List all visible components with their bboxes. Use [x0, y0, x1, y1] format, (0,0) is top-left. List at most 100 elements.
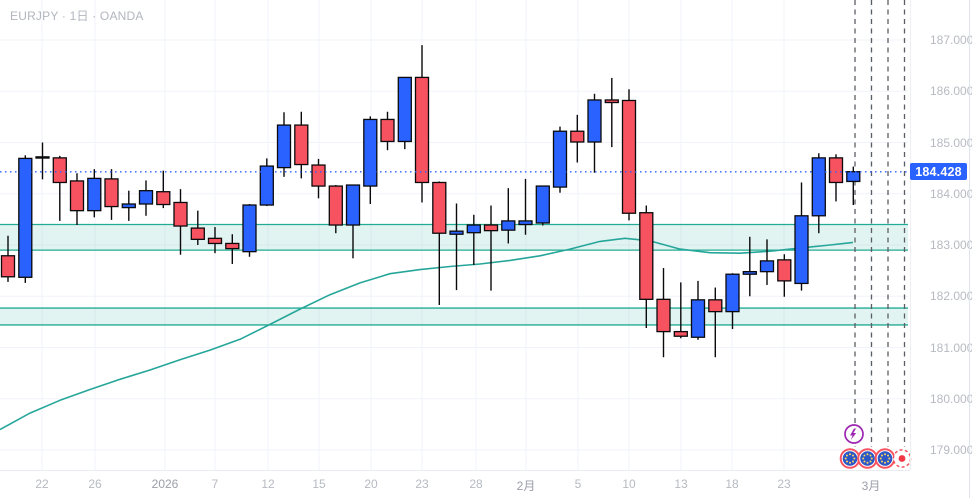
japan-flag-dot [898, 455, 906, 462]
candle-body-down[interactable] [225, 242, 240, 250]
lightning-bolt-glyph [850, 428, 857, 440]
symbol-title: EURJPY · 1日 · OANDA [10, 9, 144, 23]
candle-body-down[interactable] [328, 185, 343, 226]
price-tick-label: 183.000 [930, 238, 972, 252]
time-tick-label: 22 [35, 477, 49, 491]
candle-body-down[interactable] [673, 330, 688, 337]
candle-body-up[interactable] [259, 165, 274, 206]
eu-flag-star-dot [887, 460, 890, 463]
eu-flag-star-dot [845, 460, 848, 463]
last-price-label: 184.428 [910, 163, 967, 181]
candle-body-down[interactable] [639, 212, 654, 300]
candle-body-up[interactable] [811, 157, 826, 217]
eu-flag-star-dot [849, 461, 851, 464]
candle-body-up[interactable] [35, 156, 50, 159]
time-tick-label: 3月 [861, 479, 881, 493]
candle-body-up[interactable] [501, 220, 516, 231]
eu-flag-star-dot [888, 457, 891, 460]
candle-body-up[interactable] [18, 157, 33, 278]
time-tick-label: 2月 [516, 479, 536, 493]
candle-body-down[interactable] [828, 157, 844, 184]
eu-flag-star-dot [852, 454, 855, 457]
pane-axis-divider [910, 0, 911, 470]
price-tick-label: 185.000 [930, 135, 972, 150]
eu-flag-star-dot [879, 457, 882, 460]
candle-body-down[interactable] [656, 298, 671, 333]
candle-body-up[interactable] [725, 273, 740, 313]
eu-flag-star-dot [849, 453, 851, 456]
eu-flag-star-dot [862, 457, 865, 460]
eu-flag-star-dot [863, 460, 866, 463]
candle-body-up[interactable] [518, 220, 533, 226]
price-tick-label: 187.000 [930, 33, 972, 47]
candle-body-down[interactable] [483, 224, 499, 232]
price-tick-label: 181.000 [930, 340, 972, 355]
candle-body-up[interactable] [138, 190, 154, 205]
candle-body-up[interactable] [690, 299, 706, 338]
eu-flag-star-dot [869, 454, 872, 457]
candle-body-down[interactable] [207, 237, 223, 245]
eu-flag-star-dot [844, 457, 847, 460]
time-axis[interactable]: 22 26 2026 7 12 15 20 23 28 2月 5 10 13 18 23 3月 [0, 470, 910, 498]
eu-flag-star-dot [887, 454, 890, 457]
candle-body-up[interactable] [466, 224, 481, 234]
candle-body-down[interactable] [104, 178, 119, 208]
candle-body-down[interactable] [0, 255, 16, 278]
eu-flag-star-dot [869, 460, 872, 463]
eu-flag-star-dot [870, 457, 873, 460]
candle-body-down[interactable] [294, 124, 309, 166]
candle-body-down[interactable] [604, 99, 619, 104]
time-tick-label: 13 [674, 477, 688, 491]
candle-body-up[interactable] [742, 270, 757, 275]
candle-body-down[interactable] [621, 99, 637, 214]
candle-body-up[interactable] [846, 171, 861, 183]
candle-body-down[interactable] [570, 130, 585, 143]
candle-body-down[interactable] [380, 118, 395, 143]
eu-flag-star-dot [884, 461, 886, 464]
candle-body-down[interactable] [432, 181, 447, 234]
candle-body-down[interactable] [414, 76, 430, 184]
time-tick-label: 18 [725, 477, 739, 491]
candle-body-down[interactable] [190, 227, 205, 241]
candle-body-down[interactable] [708, 299, 723, 313]
candle-body-down[interactable] [311, 164, 326, 187]
eu-flag-star-dot [880, 454, 883, 457]
price-tick-label: 182.000 [930, 289, 972, 304]
time-tick-label: 7 [211, 477, 219, 491]
time-tick-label: 28 [469, 477, 483, 491]
candle-body-up[interactable] [587, 99, 602, 143]
candle-body-up[interactable] [345, 184, 361, 226]
candle-body-up[interactable] [397, 76, 412, 143]
candle-body-down[interactable] [777, 259, 792, 282]
candle-body-down[interactable] [69, 180, 85, 212]
time-tick-label: 2026 [151, 477, 179, 491]
candle-body-up[interactable] [535, 185, 550, 224]
time-tick-label: 10 [622, 477, 636, 491]
price-axis[interactable]: 187.000 186.000 185.000 184.000 183.000 182.0… [910, 0, 972, 470]
eu-flag-star-dot [880, 460, 883, 463]
time-tick-label: 26 [88, 477, 102, 491]
moving-average-line [0, 237, 854, 431]
axis-right-border [969, 0, 970, 498]
candle-body-down[interactable] [52, 157, 67, 184]
price-zone-band [0, 224, 908, 251]
price-tick-label: 180.000 [930, 391, 972, 406]
candle-body-up[interactable] [794, 215, 809, 285]
time-tick-label: 5 [574, 477, 582, 491]
candle-body-up[interactable] [87, 177, 102, 212]
candle-body-up[interactable] [449, 230, 464, 235]
candle-body-up[interactable] [121, 203, 136, 209]
price-tick-label: 186.000 [930, 84, 972, 99]
candle-body-down[interactable] [173, 201, 188, 227]
candle-body-up[interactable] [363, 118, 378, 187]
eu-flag-star-dot [852, 460, 855, 463]
candle-body-down[interactable] [156, 191, 171, 206]
candle-body-up[interactable] [276, 124, 292, 169]
candle-body-up[interactable] [759, 260, 775, 273]
candle-body-up[interactable] [242, 204, 257, 253]
time-tick-label: 23 [777, 477, 791, 491]
candle-body-up[interactable] [552, 130, 568, 188]
eu-flag-star-dot [866, 461, 869, 464]
